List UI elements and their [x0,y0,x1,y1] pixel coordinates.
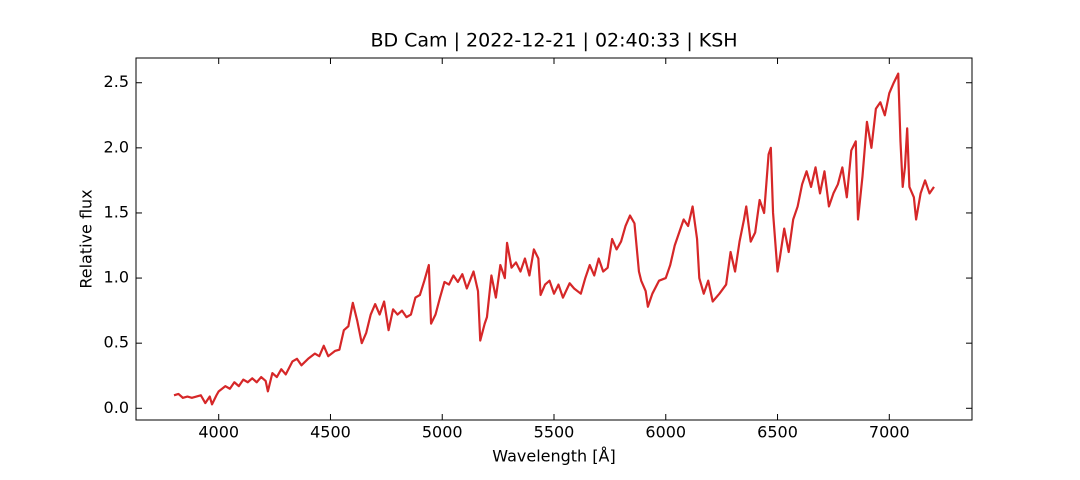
plot-frame [135,57,973,421]
y-tick-label: 2.5 [104,72,129,91]
x-tick-label: 4500 [310,423,351,442]
x-tick-label: 4000 [198,423,239,442]
x-tick-label: 5000 [422,423,463,442]
y-tick-label: 0.0 [104,398,129,417]
y-tick-label: 1.0 [104,268,129,287]
y-tick-label: 1.5 [104,202,129,221]
x-tick-label: 6000 [645,423,686,442]
chart-title: BD Cam | 2022-12-21 | 02:40:33 | KSH [370,30,737,52]
y-axis-label: Relative flux [77,189,96,288]
x-tick-label: 6500 [757,423,798,442]
x-tick-label: 5500 [534,423,575,442]
x-axis-label: Wavelength [Å] [492,447,615,466]
y-tick-label: 2.0 [104,137,129,156]
x-tick-label: 7000 [869,423,910,442]
y-tick-label: 0.5 [104,333,129,352]
spectrum-line [173,72,935,406]
